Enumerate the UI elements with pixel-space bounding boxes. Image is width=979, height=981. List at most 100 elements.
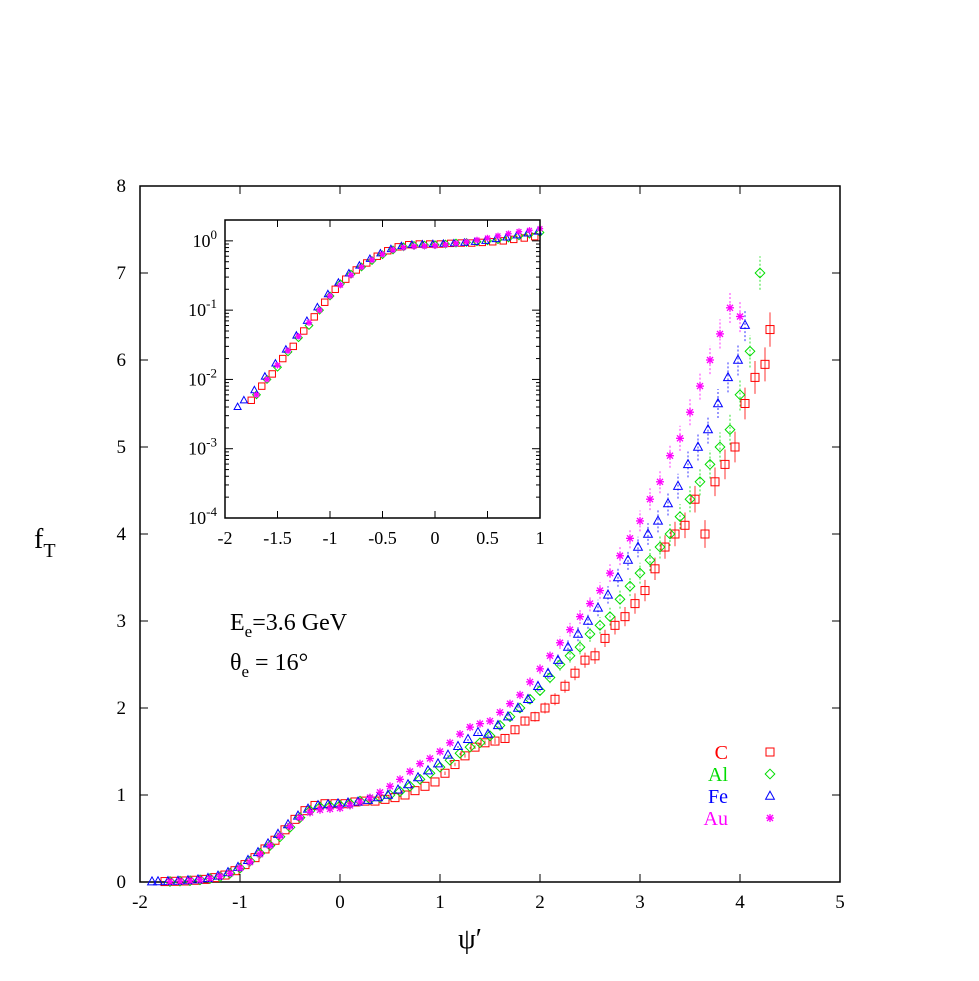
point-c bbox=[550, 694, 560, 704]
inset-point-c bbox=[268, 370, 276, 378]
point-au bbox=[476, 719, 484, 728]
inset-x-tick-label: -0.5 bbox=[368, 528, 397, 548]
point-fe bbox=[482, 728, 494, 738]
legend-label-al: Al bbox=[708, 764, 728, 786]
point-fe bbox=[642, 528, 654, 538]
point-fe bbox=[532, 680, 544, 690]
point-fe bbox=[662, 497, 674, 508]
point-au bbox=[366, 793, 374, 802]
x-tick-label: 0 bbox=[335, 892, 345, 913]
point-fe bbox=[512, 702, 524, 712]
inset-y-tick-label: 10-3 bbox=[188, 435, 217, 459]
point-fe bbox=[152, 875, 164, 886]
inset-point-al bbox=[461, 237, 472, 247]
point-au bbox=[536, 664, 544, 673]
inset-point-al bbox=[524, 229, 535, 239]
inset-point-fe bbox=[239, 395, 249, 404]
y-tick-label: 0 bbox=[117, 872, 127, 893]
point-fe bbox=[382, 789, 394, 799]
point-au bbox=[556, 638, 564, 647]
point-au bbox=[336, 804, 344, 813]
point-fe bbox=[402, 778, 414, 789]
point-au bbox=[736, 312, 744, 321]
point-fe bbox=[712, 397, 724, 408]
inset-data-points bbox=[233, 225, 545, 411]
inset-y-tick-label: 100 bbox=[193, 227, 218, 251]
point-au bbox=[716, 329, 724, 338]
inset-point-au bbox=[316, 306, 323, 314]
point-c bbox=[430, 777, 440, 787]
inset-point-fe bbox=[233, 402, 242, 411]
point-au bbox=[226, 869, 234, 878]
point-au bbox=[506, 699, 514, 708]
legend-marker-c bbox=[765, 747, 775, 757]
point-au bbox=[206, 874, 214, 883]
point-au bbox=[236, 864, 244, 873]
point-al bbox=[174, 875, 186, 887]
y-tick-label: 4 bbox=[117, 524, 127, 545]
point-au bbox=[396, 775, 404, 784]
point-fe bbox=[682, 458, 694, 469]
point-c bbox=[570, 668, 580, 678]
point-au bbox=[496, 708, 504, 717]
inset-x-tick-label: 0.5 bbox=[476, 528, 499, 548]
inset-point-au bbox=[421, 242, 428, 250]
inset-point-au bbox=[410, 243, 418, 250]
inset-point-c bbox=[300, 327, 308, 335]
inset-series-au bbox=[253, 225, 544, 398]
point-al bbox=[754, 267, 766, 279]
inset-point-au bbox=[368, 256, 376, 264]
inset-background bbox=[225, 220, 540, 518]
point-c bbox=[460, 751, 470, 761]
inset-point-au bbox=[494, 232, 502, 240]
point-al bbox=[734, 389, 746, 401]
point-c bbox=[765, 325, 775, 335]
point-c bbox=[480, 738, 490, 748]
point-au bbox=[346, 801, 354, 810]
point-au bbox=[276, 831, 284, 840]
point-c bbox=[650, 564, 660, 574]
point-au bbox=[566, 625, 574, 634]
inset-point-au bbox=[263, 376, 271, 383]
point-fe bbox=[462, 733, 474, 744]
inset-point-au bbox=[295, 333, 302, 340]
point-au bbox=[176, 877, 184, 886]
inset-y-tick-label: 10-4 bbox=[188, 504, 217, 528]
point-c bbox=[730, 442, 740, 452]
point-al bbox=[204, 873, 216, 885]
inset-point-au bbox=[274, 362, 281, 369]
inset-point-au bbox=[284, 347, 292, 354]
point-fe bbox=[732, 354, 744, 364]
inset-point-al bbox=[251, 390, 262, 400]
x-tick-label: 2 bbox=[535, 892, 545, 913]
inset-point-al bbox=[514, 231, 524, 241]
inset-point-au bbox=[305, 319, 313, 326]
point-c bbox=[590, 651, 600, 661]
point-au bbox=[466, 723, 474, 732]
point-al bbox=[424, 767, 436, 779]
point-au bbox=[696, 382, 704, 391]
point-fe bbox=[672, 480, 684, 490]
point-au bbox=[626, 534, 634, 543]
point-au bbox=[436, 747, 444, 756]
y-axis-title: fT bbox=[34, 524, 56, 562]
point-c bbox=[750, 372, 760, 382]
x-tick-label: 4 bbox=[735, 892, 745, 913]
inset-point-c bbox=[289, 342, 297, 351]
inset-point-c bbox=[331, 285, 339, 293]
x-tick-label: 5 bbox=[835, 892, 845, 913]
inset-point-au bbox=[442, 241, 449, 248]
y-tick-label: 3 bbox=[117, 611, 127, 632]
point-c bbox=[620, 612, 630, 622]
y-tick-label: 5 bbox=[117, 437, 127, 458]
point-fe bbox=[602, 589, 614, 599]
inset-point-au bbox=[473, 236, 481, 244]
point-al bbox=[264, 839, 276, 851]
point-au bbox=[576, 612, 584, 621]
inset-point-c bbox=[394, 243, 402, 251]
inset-point-al bbox=[356, 262, 367, 272]
point-al bbox=[394, 786, 406, 798]
inset-point-c bbox=[258, 382, 266, 390]
point-c bbox=[600, 633, 610, 643]
